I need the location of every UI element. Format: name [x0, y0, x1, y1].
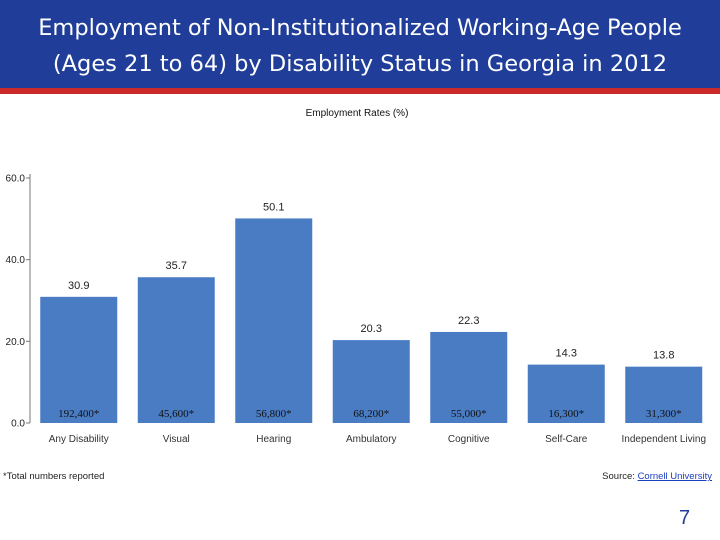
bar-value-label: 14.3 — [556, 348, 577, 360]
page-number: 7 — [679, 507, 691, 529]
x-category-label: Self-Care — [545, 434, 588, 445]
bar-total-label: 68,200* — [353, 408, 389, 420]
source-label: Source: — [602, 471, 638, 482]
source-link[interactable]: Cornell University — [637, 471, 712, 482]
bar-value-label: 30.9 — [68, 280, 89, 292]
bar-value-label: 22.3 — [458, 315, 479, 327]
bar — [40, 296, 118, 423]
footnote: *Total numbers reported — [3, 471, 105, 482]
title-bar: Employment of Non-Institutionalized Work… — [0, 0, 720, 94]
x-category-label: Ambulatory — [346, 434, 397, 445]
x-category-label: Hearing — [256, 434, 291, 445]
slide-title-line-2: (Ages 21 to 64) by Disability Status in … — [52, 51, 668, 77]
bar — [430, 331, 508, 423]
bar-total-label: 45,600* — [158, 408, 194, 420]
y-tick-label: 40.0 — [6, 255, 26, 266]
bar — [332, 340, 410, 423]
y-tick-label: 20.0 — [6, 337, 26, 348]
x-category-label: Visual — [163, 434, 190, 445]
bar-total-label: 192,400* — [58, 408, 99, 420]
employment-rate-chart: Employment Rates (%) 0.0 20.0 40.0 60.0 30.… — [6, 108, 706, 445]
source-credit: Source: Cornell University — [602, 471, 712, 482]
bar-group — [40, 218, 703, 423]
y-tick-label: 60.0 — [6, 174, 26, 185]
bar — [625, 366, 703, 423]
bar-value-label: 35.7 — [166, 260, 187, 272]
bar-value-label: 13.8 — [653, 350, 674, 362]
label-group: 30.9 192,400* Any Disability 35.7 45,600* Vis… — [49, 201, 706, 445]
slide-title-line-1: Employment of Non-Institutionalized Work… — [38, 15, 682, 41]
bar-total-label: 55,000* — [451, 408, 487, 420]
x-category-label: Independent Living — [621, 434, 706, 445]
y-axis-ticks: 0.0 20.0 40.0 60.0 — [6, 174, 30, 430]
x-category-label: Any Disability — [49, 434, 109, 445]
chart-title: Employment Rates (%) — [306, 108, 409, 119]
y-tick-label: 0.0 — [11, 419, 25, 430]
bar-total-label: 16,300* — [548, 408, 584, 420]
bar — [235, 218, 313, 423]
bar — [527, 364, 605, 423]
bar-total-label: 31,300* — [646, 408, 682, 420]
bar-value-label: 50.1 — [263, 201, 284, 213]
bar — [137, 277, 215, 423]
bar-total-label: 56,800* — [256, 408, 292, 420]
bar-value-label: 20.3 — [361, 323, 382, 335]
slide-title: Employment of Non-Institutionalized Work… — [0, 10, 720, 82]
x-category-label: Cognitive — [448, 434, 490, 445]
